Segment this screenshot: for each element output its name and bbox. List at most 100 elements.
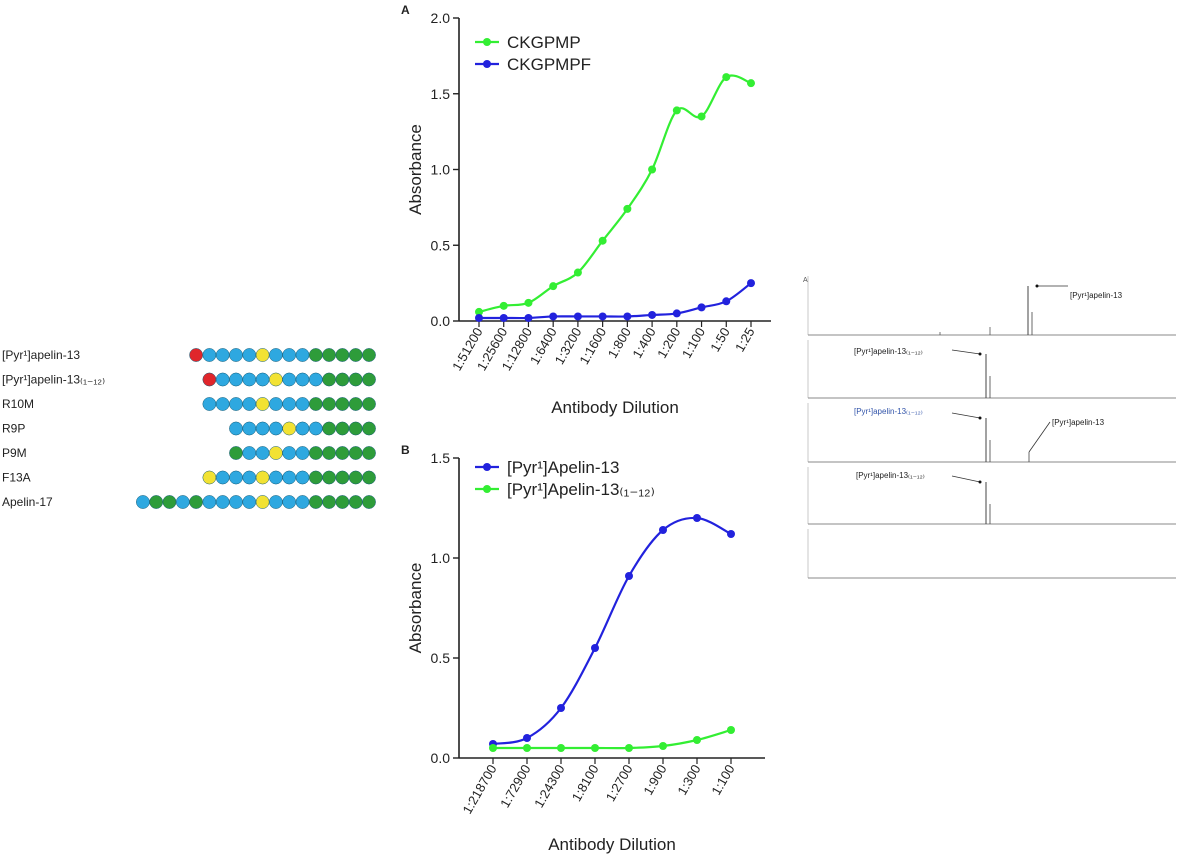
residue-bead: [308, 372, 323, 387]
peptide-name: R9P: [2, 422, 25, 436]
residue-bead: [322, 495, 336, 509]
data-point: [747, 279, 755, 288]
data-point: [557, 704, 565, 712]
residue-bead: [229, 446, 243, 460]
peptide-name: R10M: [2, 397, 34, 411]
y-tick-label: 1.5: [431, 450, 451, 466]
residue-bead: [189, 495, 203, 509]
residue-bead: [189, 348, 203, 362]
residue-bead: [229, 372, 243, 387]
data-point: [557, 744, 565, 752]
residue-bead: [308, 470, 323, 485]
data-point: [693, 736, 701, 744]
residue-bead: [348, 348, 363, 362]
data-point: [659, 526, 667, 534]
residue-bead: [242, 495, 257, 509]
residue-bead: [255, 495, 270, 509]
residue-bead: [362, 470, 376, 485]
data-point: [659, 742, 667, 750]
y-tick-label: 1.0: [431, 550, 451, 566]
y-tick-label: 2.0: [431, 10, 451, 26]
residue-bead: [322, 470, 336, 485]
residue-bead: [282, 397, 297, 411]
panel-letter: B: [401, 443, 410, 457]
residue-bead: [335, 397, 350, 411]
residue-bead: [362, 348, 376, 362]
residue-bead: [215, 470, 230, 485]
series-line-1: [478, 74, 752, 313]
residue-bead: [322, 348, 336, 362]
data-point: [475, 313, 483, 322]
x-axis-label: Antibody Dilution: [548, 835, 676, 854]
peptide-name: [Pyr¹]apelin-13₍₁₋₁₂₎: [2, 373, 105, 387]
residue-bead: [269, 470, 283, 485]
residue-bead: [335, 495, 350, 509]
data-point: [747, 79, 755, 88]
residue-bead: [295, 397, 310, 411]
residue-bead: [362, 397, 376, 411]
residue-bead: [242, 348, 257, 362]
residue-bead: [175, 495, 190, 509]
peptide-name: [Pyr¹]apelin-13: [2, 348, 80, 362]
peptide-name: F13A: [2, 471, 31, 485]
data-point: [722, 297, 731, 306]
residue-bead: [269, 495, 283, 509]
data-point: [672, 106, 681, 115]
y-tick-label: 0.5: [431, 237, 451, 253]
residue-bead: [215, 495, 230, 509]
residue-bead: [282, 446, 297, 460]
series-line-2: [478, 282, 752, 320]
residue-bead: [282, 470, 297, 485]
y-tick-label: 0.0: [431, 313, 451, 329]
residue-bead: [348, 470, 363, 485]
residue-bead: [255, 446, 270, 460]
x-tick-label: 1:72900: [497, 762, 533, 810]
ms-label-2: [Pyr¹]apelin-13₍₁₋₁₂₎: [854, 347, 923, 356]
residue-bead: [202, 348, 217, 362]
data-point: [722, 73, 731, 82]
data-point: [598, 236, 607, 245]
residue-bead: [162, 495, 177, 509]
residue-bead: [269, 348, 283, 362]
residue-bead: [229, 495, 243, 509]
residue-bead: [348, 421, 363, 436]
data-point: [573, 268, 582, 277]
residue-bead: [242, 470, 257, 485]
ms-label-4: [Pyr¹]apelin-13₍₁₋₁₂₎: [856, 471, 925, 480]
legend-label: CKGPMP: [507, 33, 581, 52]
x-axis-label: Antibody Dilution: [551, 398, 679, 417]
residue-bead: [295, 495, 310, 509]
residue-bead: [322, 372, 336, 387]
residue-bead: [269, 372, 283, 387]
residue-bead: [295, 446, 310, 460]
y-axis-label: Absorbance: [406, 563, 425, 654]
ms-label-3b: [Pyr¹]apelin-13: [1052, 418, 1105, 427]
residue-bead: [255, 348, 270, 362]
y-tick-label: 0.0: [431, 750, 451, 766]
residue-bead: [229, 421, 243, 436]
residue-bead: [362, 421, 376, 436]
residue-bead: [362, 372, 376, 387]
residue-bead: [242, 446, 257, 460]
data-point: [573, 312, 582, 321]
legend-swatch-marker: [483, 485, 491, 493]
residue-bead: [255, 372, 270, 387]
residue-bead: [335, 446, 350, 460]
x-tick-label: 1:200: [654, 325, 683, 361]
residue-bead: [202, 495, 217, 509]
residue-bead: [215, 397, 230, 411]
residue-bead: [348, 446, 363, 460]
residue-bead: [229, 397, 243, 411]
data-point: [549, 312, 558, 321]
residue-bead: [229, 348, 243, 362]
residue-bead: [308, 397, 323, 411]
residue-bead: [322, 421, 336, 436]
legend-swatch-marker: [483, 463, 491, 471]
residue-bead: [202, 372, 217, 387]
residue-bead: [242, 421, 257, 436]
residue-bead: [269, 446, 283, 460]
chart-a: 0.00.51.01.52.01:512001:256001:128001:64…: [401, 3, 771, 417]
legend-label: [Pyr¹]Apelin-13: [507, 458, 619, 477]
data-point: [697, 112, 706, 121]
ms-spectrum-1: [Pyr¹]apelin-13: [807, 276, 1176, 336]
